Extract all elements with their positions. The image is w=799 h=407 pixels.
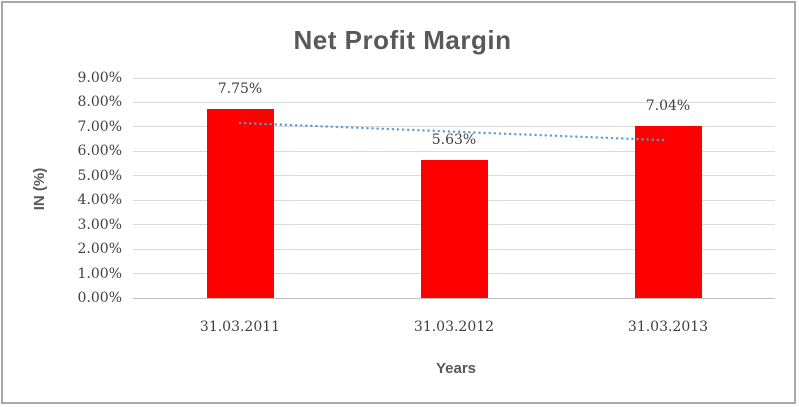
y-tick-label: 2.00% [77,241,122,258]
x-tick-label: 31.03.2011 [199,319,281,335]
gridline [133,77,775,79]
x-axis-line [133,297,775,299]
y-tick-label: 7.00% [77,118,122,135]
bar-data-label: 7.04% [645,97,691,114]
x-axis-title: Years [435,360,477,377]
x-tick-label: 31.03.2012 [413,319,495,335]
y-tick-label: 1.00% [77,265,122,282]
y-tick-label: 9.00% [77,70,122,86]
y-tick-label: 5.00% [77,167,122,184]
y-tick-label: 0.00% [77,290,122,306]
bar [206,108,274,298]
bar-data-label: 7.75% [217,80,263,97]
gridline [133,101,775,103]
bar-data-label: 5.63% [431,132,477,149]
chart-title: Net Profit Margin [293,25,512,55]
bar [420,160,488,298]
x-tick-label: 31.03.2013 [627,319,709,335]
y-tick-label: 3.00% [77,216,122,233]
y-tick-label: 6.00% [77,143,122,160]
bar [634,125,702,298]
gridline [133,150,775,152]
y-tick-label: 4.00% [77,192,122,209]
y-tick-label: 8.00% [77,94,122,111]
